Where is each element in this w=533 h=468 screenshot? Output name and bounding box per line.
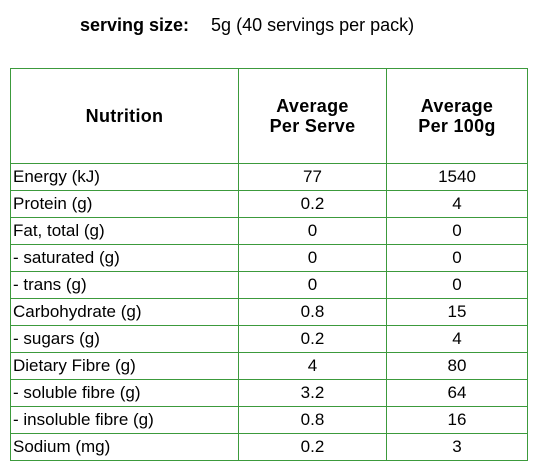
nutrient-name: Protein (g) bbox=[10, 190, 239, 218]
nutrient-value: 0.8 bbox=[238, 298, 387, 326]
nutrient-value: 0 bbox=[386, 244, 528, 272]
table-row: Fat, total (g) 0 0 bbox=[10, 217, 528, 245]
table-row: - saturated (g) 0 0 bbox=[10, 244, 528, 272]
nutrient-value: 4 bbox=[386, 325, 528, 353]
table-row: Carbohydrate (g) 0.8 15 bbox=[10, 298, 528, 326]
nutrient-value: 4 bbox=[386, 190, 528, 218]
column-header: Nutrition bbox=[10, 68, 239, 164]
nutrient-value: 0 bbox=[238, 217, 387, 245]
nutrient-value: 80 bbox=[386, 352, 528, 380]
nutrient-name: - sugars (g) bbox=[10, 325, 239, 353]
nutrient-name: - trans (g) bbox=[10, 271, 239, 299]
serving-value: 5g (40 servings per pack) bbox=[211, 15, 415, 35]
nutrient-value: 15 bbox=[386, 298, 528, 326]
nutrient-value: 0.8 bbox=[238, 406, 387, 434]
nutrient-name: - saturated (g) bbox=[10, 244, 239, 272]
nutrient-value: 0.2 bbox=[238, 433, 387, 461]
table-row: - insoluble fibre (g) 0.8 16 bbox=[10, 406, 528, 434]
nutrient-value: 0 bbox=[386, 271, 528, 299]
nutrient-value: 0 bbox=[386, 217, 528, 245]
serving-line: serving size: 5g (40 servings per pack) bbox=[80, 15, 414, 36]
nutrition-table: Nutrition Average Per Serve Average Per 10… bbox=[10, 68, 528, 461]
nutrient-value: 64 bbox=[386, 379, 528, 407]
column-header: Average Per Serve bbox=[238, 68, 387, 164]
table-row: - trans (g) 0 0 bbox=[10, 271, 528, 299]
nutrient-value: 77 bbox=[238, 163, 387, 191]
nutrient-value: 16 bbox=[386, 406, 528, 434]
nutrient-value: 3.2 bbox=[238, 379, 387, 407]
nutrient-value: 0.2 bbox=[238, 190, 387, 218]
nutrient-name: Fat, total (g) bbox=[10, 217, 239, 245]
table-row: Dietary Fibre (g) 4 80 bbox=[10, 352, 528, 380]
table-row: - soluble fibre (g) 3.2 64 bbox=[10, 379, 528, 407]
nutrient-value: 1540 bbox=[386, 163, 528, 191]
nutrient-name: - soluble fibre (g) bbox=[10, 379, 239, 407]
nutrient-value: 0.2 bbox=[238, 325, 387, 353]
nutrient-name: Sodium (mg) bbox=[10, 433, 239, 461]
table-row: - sugars (g) 0.2 4 bbox=[10, 325, 528, 353]
nutrient-value: 4 bbox=[238, 352, 387, 380]
nutrient-name: Energy (kJ) bbox=[10, 163, 239, 191]
nutrient-name: Dietary Fibre (g) bbox=[10, 352, 239, 380]
nutrient-value: 0 bbox=[238, 271, 387, 299]
nutrient-name: Carbohydrate (g) bbox=[10, 298, 239, 326]
nutrient-value: 3 bbox=[386, 433, 528, 461]
table-row: Sodium (mg) 0.2 3 bbox=[10, 433, 528, 461]
table-row: Protein (g) 0.2 4 bbox=[10, 190, 528, 218]
nutrient-value: 0 bbox=[238, 244, 387, 272]
table-row: Energy (kJ) 77 1540 bbox=[10, 163, 528, 191]
column-header: Average Per 100g bbox=[386, 68, 528, 164]
table-body: Energy (kJ) 77 1540 Protein (g) 0.2 4 Fat, tot… bbox=[10, 163, 528, 461]
nutrient-name: - insoluble fibre (g) bbox=[10, 406, 239, 434]
serving-label: serving size: bbox=[80, 15, 190, 35]
header-row: Nutrition Average Per Serve Average Per 10… bbox=[10, 68, 528, 164]
